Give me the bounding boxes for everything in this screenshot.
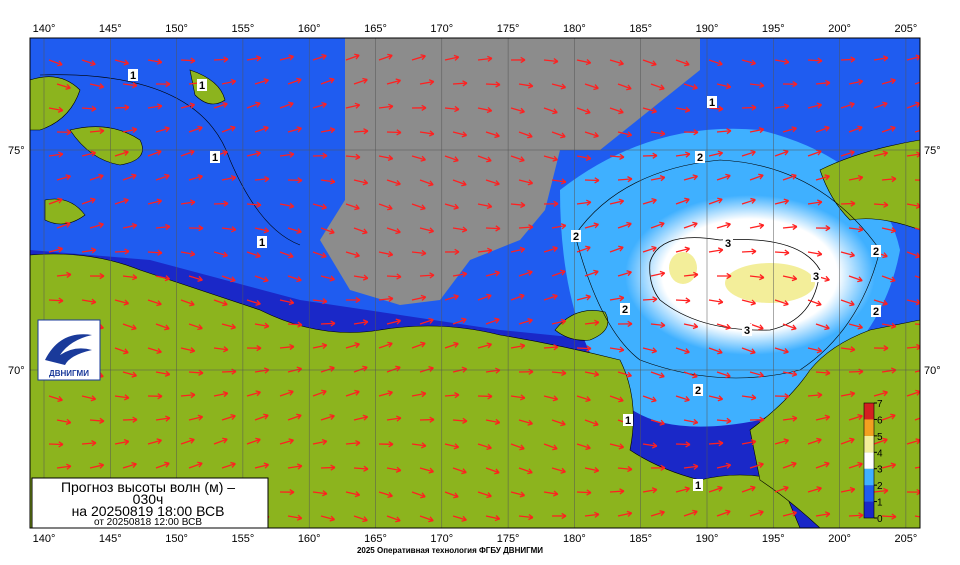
arrow-shaft <box>577 348 591 349</box>
lon-label-bottom: 165° <box>364 533 387 545</box>
contour-label: 1 <box>625 415 631 427</box>
logo: ДВНИГМИ <box>38 320 100 380</box>
legend-issued: от 20250818 12:00 ВСВ <box>94 517 202 528</box>
lon-label-top: 150° <box>165 23 188 35</box>
lon-label-bottom: 170° <box>430 533 453 545</box>
contour-label: 1 <box>212 152 218 164</box>
legend-box: Прогноз высоты волн (м) – 030ч на 202508… <box>32 478 268 528</box>
contour-label: 1 <box>199 80 205 92</box>
contour-label: 1 <box>259 237 265 249</box>
arrow-head <box>924 515 929 520</box>
colorbar-swatch <box>864 403 874 419</box>
lon-label-bottom: 140° <box>33 533 56 545</box>
lon-label-bottom: 150° <box>165 533 188 545</box>
arrow-shaft <box>115 107 129 108</box>
lon-label-bottom: 200° <box>828 533 851 545</box>
lat-label-left: 70° <box>8 365 25 377</box>
lat-label-left: 75° <box>8 145 25 157</box>
lon-label-bottom: 195° <box>762 533 785 545</box>
arrow-head <box>923 414 928 419</box>
contour-label: 1 <box>709 97 715 109</box>
arrow-head <box>923 277 928 282</box>
contour-label: 3 <box>744 325 750 337</box>
arrow-head <box>924 228 929 233</box>
colorbar-swatch <box>864 502 874 518</box>
colorbar-label: 7 <box>877 399 883 410</box>
lon-label-top: 165° <box>364 23 387 35</box>
lon-label-top: 195° <box>762 23 785 35</box>
lon-label-bottom: 160° <box>298 533 321 545</box>
arrow-shaft <box>742 107 756 108</box>
contour-label: 2 <box>573 231 579 243</box>
arrow-shaft <box>486 228 500 229</box>
arrow-shaft <box>841 203 855 204</box>
arrow-shaft <box>486 84 500 85</box>
colorbar-swatch <box>864 419 874 435</box>
contour-label: 3 <box>725 238 731 250</box>
contour-label: 3 <box>813 271 819 283</box>
colorbar-swatch <box>864 469 874 485</box>
arrow-shaft <box>387 132 401 133</box>
arrow-shaft <box>841 59 855 60</box>
arrow-shaft <box>676 444 690 445</box>
map-field <box>30 38 929 528</box>
lon-label-top: 155° <box>232 23 255 35</box>
contour-label: 2 <box>622 304 628 316</box>
lon-label-top: 145° <box>99 23 122 35</box>
colorbar-label: 0 <box>877 514 883 525</box>
arrow-head <box>925 178 929 183</box>
arrow-head <box>925 322 929 327</box>
colorbar-label: 6 <box>877 415 883 426</box>
lon-label-bottom: 155° <box>232 533 255 545</box>
lon-label-bottom: 190° <box>696 533 719 545</box>
lon-label-bottom: 175° <box>497 533 520 545</box>
arrow-shaft <box>115 251 129 252</box>
arrow-head <box>924 127 929 132</box>
arrow-shaft <box>214 203 228 204</box>
lon-label-top: 170° <box>430 23 453 35</box>
arrow-shaft <box>321 323 335 324</box>
lon-label-bottom: 185° <box>629 533 652 545</box>
colorbar-label: 3 <box>877 465 883 476</box>
contour-label: 2 <box>697 152 703 164</box>
lon-label-top: 185° <box>629 23 652 35</box>
lon-label-top: 160° <box>298 23 321 35</box>
lon-label-bottom: 145° <box>99 533 122 545</box>
lon-label-top: 180° <box>563 23 586 35</box>
lat-label-right: 70° <box>924 365 941 377</box>
lon-label-top: 190° <box>696 23 719 35</box>
colorbar-swatch <box>864 452 874 468</box>
lon-label-bottom: 205° <box>895 533 918 545</box>
arrow-shaft <box>742 251 756 252</box>
arrow-shaft <box>321 467 335 468</box>
colorbar-label: 4 <box>877 448 883 459</box>
contour-label: 1 <box>130 70 136 82</box>
arrow-head <box>923 78 928 83</box>
logo-text: ДВНИГМИ <box>49 369 89 378</box>
contour-label: 2 <box>873 306 879 318</box>
colorbar-swatch <box>864 436 874 452</box>
arrow-shaft <box>222 371 236 372</box>
sea-zone <box>725 263 815 303</box>
footer: 2025 Оперативная технология ФГБУ ДВНИГМИ <box>357 546 543 555</box>
contour-label: 2 <box>695 385 701 397</box>
lat-label-right: 75° <box>924 145 941 157</box>
lon-label-top: 200° <box>828 23 851 35</box>
colorbar-label: 5 <box>877 432 883 443</box>
colorbar-swatch <box>864 485 874 501</box>
lon-label-bottom: 180° <box>563 533 586 545</box>
contour-label: 1 <box>695 480 701 492</box>
lon-label-top: 140° <box>33 23 56 35</box>
colorbar-label: 2 <box>877 481 883 492</box>
lon-label-top: 175° <box>497 23 520 35</box>
contour-label: 2 <box>873 246 879 258</box>
arrow-head <box>924 464 929 469</box>
arrow-shaft <box>577 492 591 493</box>
sea-zone <box>669 252 697 284</box>
colorbar-label: 1 <box>877 498 883 509</box>
lon-label-top: 205° <box>895 23 918 35</box>
